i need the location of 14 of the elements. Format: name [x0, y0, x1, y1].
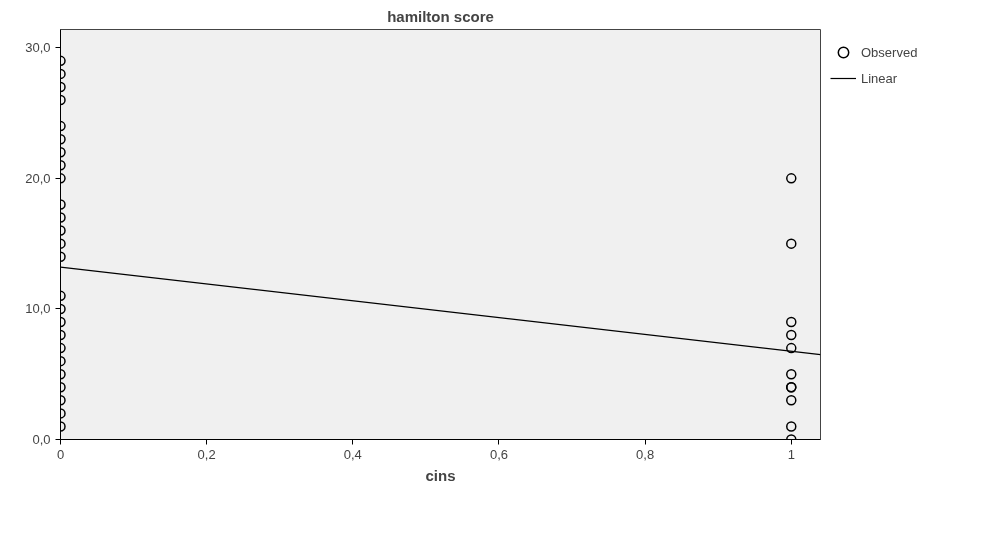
x-tick-label: 1 [787, 446, 795, 462]
x-tick-label: 0 [56, 446, 65, 462]
x-tick-label: 0,6 [489, 446, 508, 462]
x-tick-label: 0,2 [197, 446, 216, 462]
chart-title: hamilton score [387, 7, 494, 25]
x-axis-title: cins [425, 466, 456, 484]
x-tick-label: 0,8 [636, 446, 655, 462]
y-tick-label: 10,0 [25, 301, 51, 317]
x-tick-label: 0,4 [343, 446, 362, 462]
y-tick-label: 0,0 [32, 432, 51, 447]
y-tick-label: 20,0 [25, 170, 51, 186]
legend-label: Observed [861, 44, 918, 60]
y-tick-label: 30,0 [25, 40, 51, 56]
legend-label: Linear [861, 70, 898, 86]
